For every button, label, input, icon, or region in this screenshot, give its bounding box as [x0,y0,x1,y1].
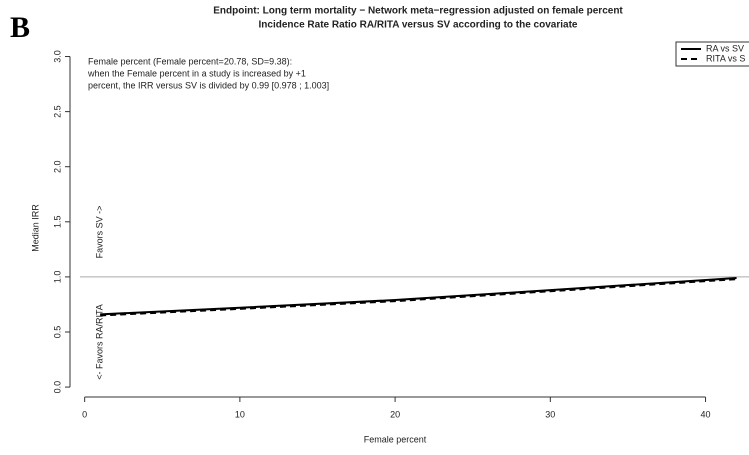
x-tick-label: 40 [701,409,711,419]
legend-box [675,41,749,67]
chart-title: Endpoint: Long term mortality − Network … [213,6,623,17]
chart-subtitle: Incidence Rate Ratio RA/RITA versus SV a… [259,20,578,31]
favors-label: Favors SV -> [94,206,104,259]
x-tick-label: 30 [545,409,555,419]
legend-label: RITA vs S [706,53,745,63]
y-tick-label: 0.0 [52,381,62,394]
series-line [100,278,737,317]
annotation: when the Female percent in a study is in… [87,68,306,78]
x-tick-label: 10 [235,409,245,419]
y-tick-label: 1.0 [52,271,62,284]
series-line [100,277,737,316]
x-axis-label: Female percent [364,434,427,444]
y-tick-label: 3.0 [52,50,62,63]
legend-label: RA vs SV [706,43,744,53]
x-tick-label: 0 [82,409,87,419]
y-tick-label: 2.0 [52,160,62,173]
y-axis-label: Median IRR [30,204,40,252]
annotation: percent, the IRR versus SV is divided by… [88,80,329,90]
x-tick-label: 20 [390,409,400,419]
y-tick-label: 1.5 [52,216,62,229]
panel-label: B [10,11,30,44]
y-tick-label: 2.5 [52,105,62,118]
favors-label: <- Favors RA/RITA [94,304,104,380]
y-tick-label: 0.5 [52,326,62,339]
annotation: Female percent (Female percent=20.78, SD… [88,56,292,66]
